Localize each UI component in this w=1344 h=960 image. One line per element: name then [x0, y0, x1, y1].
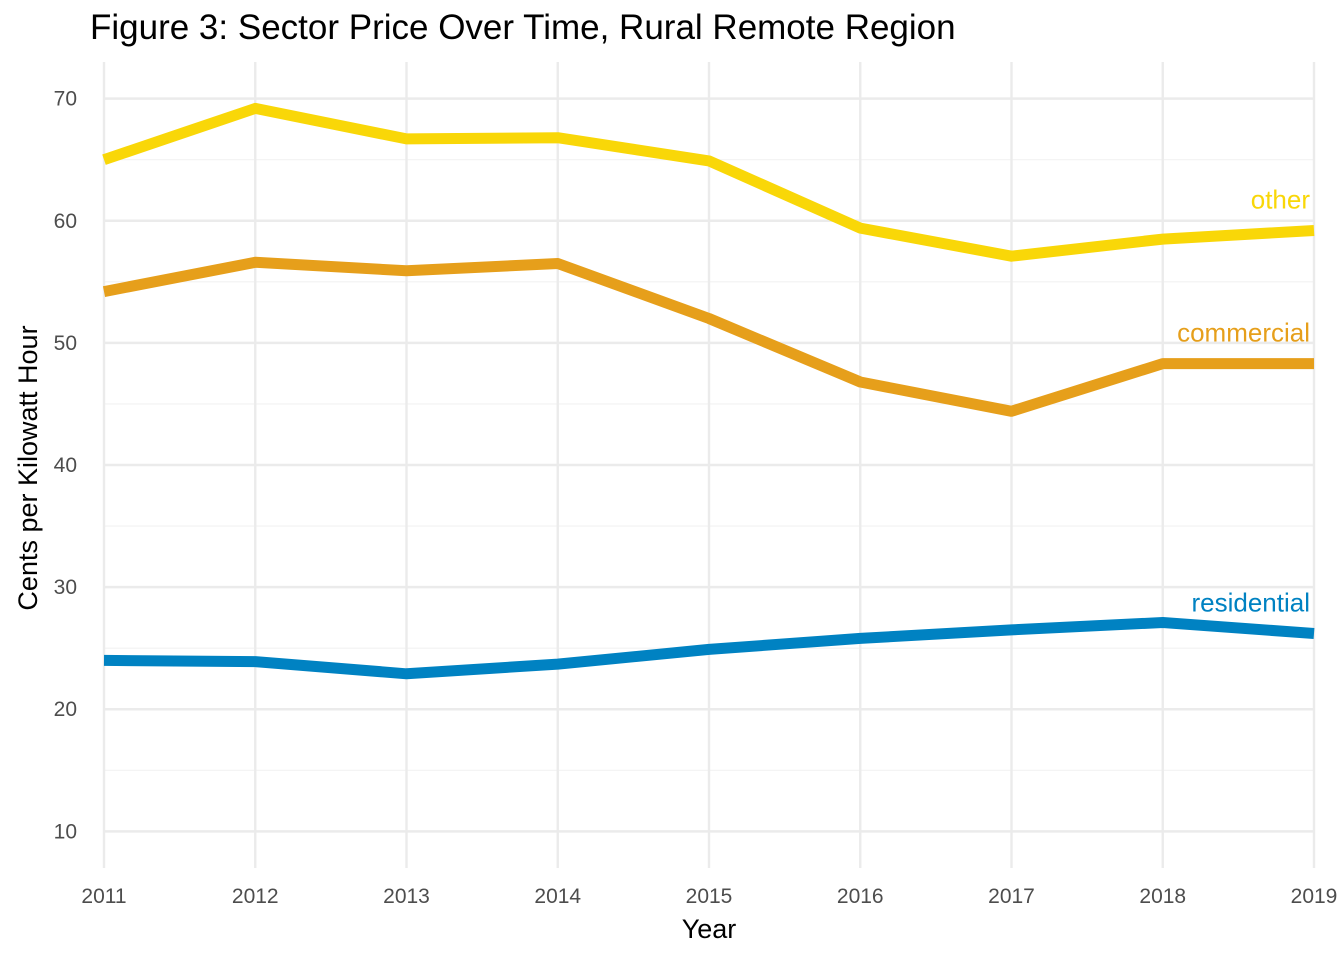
y-tick-label: 40 [54, 454, 77, 477]
x-axis-title: Year [682, 914, 737, 944]
series-lines [102, 102, 1315, 680]
y-tick-label: 10 [54, 820, 77, 843]
y-tick-label: 60 [54, 210, 77, 233]
x-tick-label: 2019 [1291, 885, 1338, 908]
x-tick-label: 2014 [534, 885, 581, 908]
y-axis-title: Cents per Kilowatt Hour [13, 325, 43, 610]
x-tick-label: 2015 [686, 885, 733, 908]
x-tick-label: 2013 [383, 885, 430, 908]
y-tick-label: 50 [54, 332, 77, 355]
series-line-other [102, 102, 1315, 262]
y-tick-label: 20 [54, 698, 77, 721]
chart-title: Figure 3: Sector Price Over Time, Rural … [90, 8, 956, 47]
x-tick-label: 2018 [1139, 885, 1186, 908]
series-label-residential: residential [1191, 588, 1310, 618]
x-tick-label: 2011 [81, 885, 126, 908]
series-line-commercial [102, 256, 1314, 417]
series-labels: other commercial residential [1177, 185, 1310, 618]
grid [102, 62, 1316, 868]
x-tick-label: 2012 [232, 885, 279, 908]
series-label-other: other [1251, 185, 1311, 215]
y-tick-label: 30 [54, 576, 77, 599]
y-axis-ticks: 10 20 30 40 50 60 70 [54, 88, 77, 844]
x-tick-label: 2017 [988, 885, 1035, 908]
x-tick-label: 2016 [837, 885, 884, 908]
y-tick-label: 70 [54, 88, 77, 111]
x-axis-ticks: 2011 2012 2013 2014 2015 2016 2017 2018 2019 [81, 885, 1337, 908]
series-line-residential [103, 617, 1315, 680]
series-label-commercial: commercial [1177, 318, 1310, 348]
